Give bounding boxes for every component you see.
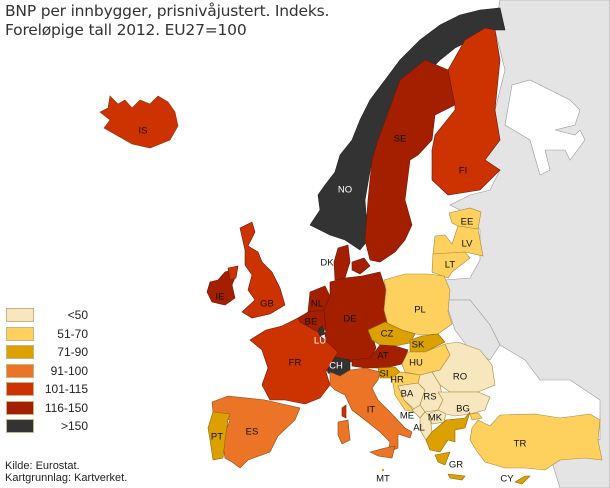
label-BA: BA	[401, 389, 414, 400]
legend-swatch	[6, 363, 34, 378]
country-NO	[309, 7, 506, 251]
legend-swatch	[6, 308, 34, 323]
label-ES: ES	[246, 427, 259, 438]
label-HR: HR	[390, 375, 404, 386]
label-FI: FI	[459, 166, 467, 177]
legend-item: 101-115	[6, 380, 88, 399]
label-BE: BE	[305, 317, 318, 328]
country-LV	[432, 225, 484, 257]
label-IS: IS	[139, 126, 148, 137]
island-corsica	[341, 404, 347, 419]
source-line-2: Kartgrunnlag: Kartverket.	[5, 472, 128, 484]
legend-swatch	[6, 382, 34, 397]
source-line-1: Kilde: Eurostat.	[5, 460, 80, 472]
label-RS: RS	[423, 392, 436, 403]
country-IT	[329, 367, 413, 453]
legend-label: 51-70	[57, 326, 88, 341]
country-LT	[431, 251, 471, 279]
label-TR: TR	[514, 439, 527, 450]
label-NO: NO	[338, 185, 352, 196]
legend-item: 71-90	[6, 343, 88, 362]
country-DK	[333, 244, 371, 281]
country-PT	[207, 411, 231, 461]
label-CY: CY	[500, 474, 514, 485]
country-SE	[364, 59, 456, 263]
source-note: Kilde: Eurostat. Kartgrunnlag: Kartverke…	[5, 460, 127, 484]
label-CZ: CZ	[381, 329, 394, 340]
country-GB	[227, 221, 286, 319]
label-EE: EE	[461, 217, 474, 228]
legend-label: 101-115	[44, 382, 88, 397]
legend-swatch	[6, 400, 34, 415]
label-MT: MT	[376, 474, 390, 485]
country-GR	[425, 411, 471, 481]
moldova-ukraine-land	[444, 299, 501, 361]
label-RO: RO	[453, 372, 467, 383]
label-FR: FR	[289, 358, 302, 369]
map-title: BNP per innbygger, prisnivåjustert. Inde…	[5, 2, 329, 40]
label-BG: BG	[456, 404, 470, 415]
legend: <50 51-70 71-90 91-100 101-115 116-150 >…	[6, 306, 88, 436]
label-SK: SK	[412, 340, 425, 351]
country-TR	[469, 412, 603, 471]
country-IS	[99, 95, 179, 149]
label-SI: SI	[380, 369, 389, 380]
country-ES	[211, 395, 301, 469]
island-sicily	[369, 445, 396, 459]
label-AT: AT	[377, 351, 389, 362]
legend-swatch	[6, 326, 34, 341]
country-MK	[427, 409, 447, 425]
label-CH: CH	[329, 361, 343, 372]
white-sea	[504, 79, 586, 176]
label-ME: ME	[400, 411, 414, 422]
label-IT: IT	[367, 405, 376, 416]
legend-swatch	[6, 345, 34, 360]
label-GR: GR	[449, 460, 463, 471]
country-CY	[514, 475, 531, 485]
legend-label: 116-150	[44, 400, 88, 415]
label-SE: SE	[394, 134, 407, 145]
legend-label: 91-100	[50, 363, 88, 378]
label-NL: NL	[311, 299, 323, 310]
legend-item: 116-150	[6, 399, 88, 418]
label-LT: LT	[445, 260, 456, 271]
legend-item: 91-100	[6, 362, 88, 381]
country-FR	[249, 317, 339, 405]
island-sardinia	[337, 419, 351, 445]
country-BG	[437, 391, 491, 417]
label-MK: MK	[428, 413, 443, 424]
label-PL: PL	[414, 305, 426, 316]
label-LV: LV	[462, 239, 474, 250]
label-DE: DE	[343, 314, 356, 325]
label-DK: DK	[320, 258, 334, 269]
label-LU: LU	[314, 336, 326, 347]
label-PT: PT	[211, 432, 223, 443]
legend-item: >150	[6, 417, 88, 436]
label-HU: HU	[409, 358, 423, 369]
title-line-1: BNP per innbygger, prisnivåjustert. Inde…	[5, 2, 330, 20]
country-AT	[351, 344, 409, 369]
legend-swatch	[6, 419, 34, 434]
legend-label: 71-90	[57, 345, 88, 360]
legend-item: 51-70	[6, 325, 88, 344]
label-AL: AL	[413, 423, 425, 434]
label-GB: GB	[260, 299, 274, 310]
country-PL	[383, 273, 453, 336]
legend-item: <50	[6, 306, 88, 325]
country-MT	[381, 468, 385, 472]
country-FI	[431, 27, 501, 196]
legend-label: >150	[60, 419, 88, 434]
legend-label: <50	[67, 308, 88, 323]
title-line-2: Foreløpige tall 2012. EU27=100	[5, 21, 247, 39]
label-IE: IE	[216, 292, 225, 303]
